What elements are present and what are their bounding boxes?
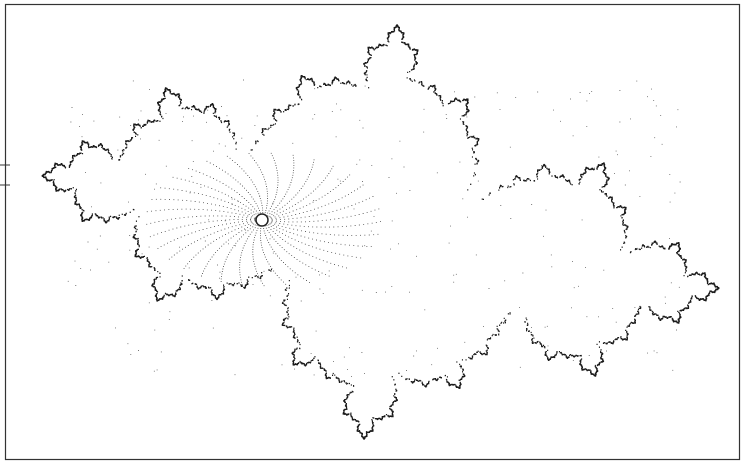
frame (4, 3, 741, 461)
julia-boundary (41, 24, 720, 440)
julia-set (41, 24, 720, 440)
spiral-center (255, 213, 269, 227)
